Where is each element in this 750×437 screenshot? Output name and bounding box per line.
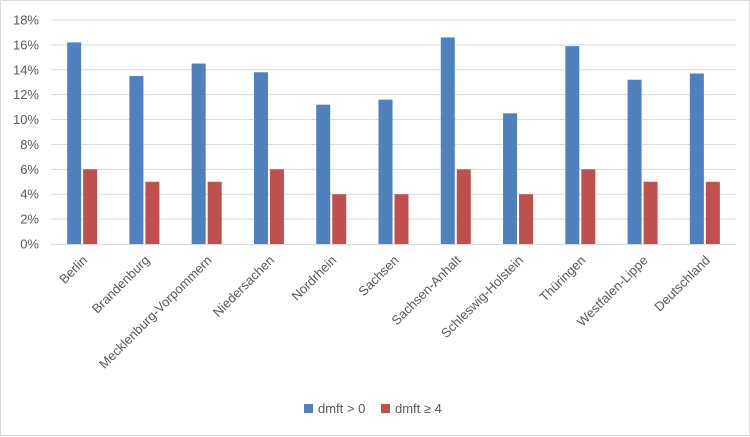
bar-dmft-gt-0 [129,76,144,244]
bar-dmft-ge-4 [705,181,720,244]
bar-dmft-gt-0 [191,63,206,244]
y-axis-ticks: 0% 2% 4% 6% 8% 10% 12% 14% 16% 18% [13,13,39,252]
bar-dmft-ge-4 [83,169,98,244]
bar-dmft-gt-0 [67,42,82,245]
y-tick-label: 12% [13,87,39,102]
y-tick-label: 6% [20,162,39,177]
bar-dmft-gt-0 [440,37,455,244]
y-tick-label: 16% [13,37,39,52]
x-tick-label: Deutschland [651,253,713,315]
legend-swatch [381,404,390,413]
bar-dmft-ge-4 [207,181,222,244]
bar-dmft-gt-0 [378,99,393,245]
bar-dmft-ge-4 [581,169,596,244]
y-tick-label: 8% [20,137,39,152]
y-tick-label: 0% [20,237,39,252]
legend-swatch [304,404,313,413]
y-tick-label: 4% [20,187,39,202]
y-tick-label: 14% [13,62,39,77]
x-tick-label: Brandenburg [89,253,153,317]
x-tick-label: Sachsen [355,253,401,299]
x-tick-label: Nordrhein [288,253,339,304]
bar-dmft-ge-4 [332,194,347,244]
bar-dmft-gt-0 [253,72,268,245]
gridlines [51,19,736,220]
y-tick-label: 18% [13,13,39,28]
y-tick-label: 10% [13,112,39,127]
legend: dmft > 0 dmft ≥ 4 [304,401,442,416]
bar-dmft-gt-0 [565,46,580,245]
bar-dmft-gt-0 [689,73,704,244]
legend-label: dmft > 0 [318,401,365,416]
bar-dmft-ge-4 [643,181,658,244]
x-tick-label: Mecklenburg-Vorpommern [96,253,215,372]
bar-dmft-ge-4 [456,169,471,244]
bar-dmft-ge-4 [145,181,160,244]
x-tick-label: Thüringen [536,253,588,305]
bars [67,37,720,245]
bar-dmft-gt-0 [316,104,331,244]
x-tick-label: Berlin [56,253,90,287]
x-tick-label: Niedersachen [210,253,277,320]
bar-dmft-gt-0 [627,79,642,244]
bar-dmft-ge-4 [519,194,534,244]
x-axis-ticks: BerlinBrandenburgMecklenburg-VorpommernN… [56,252,713,371]
y-tick-label: 2% [20,212,39,227]
bar-dmft-gt-0 [503,113,518,244]
bar-dmft-ge-4 [394,194,409,244]
legend-label: dmft ≥ 4 [395,401,442,416]
bar-dmft-ge-4 [269,169,284,244]
